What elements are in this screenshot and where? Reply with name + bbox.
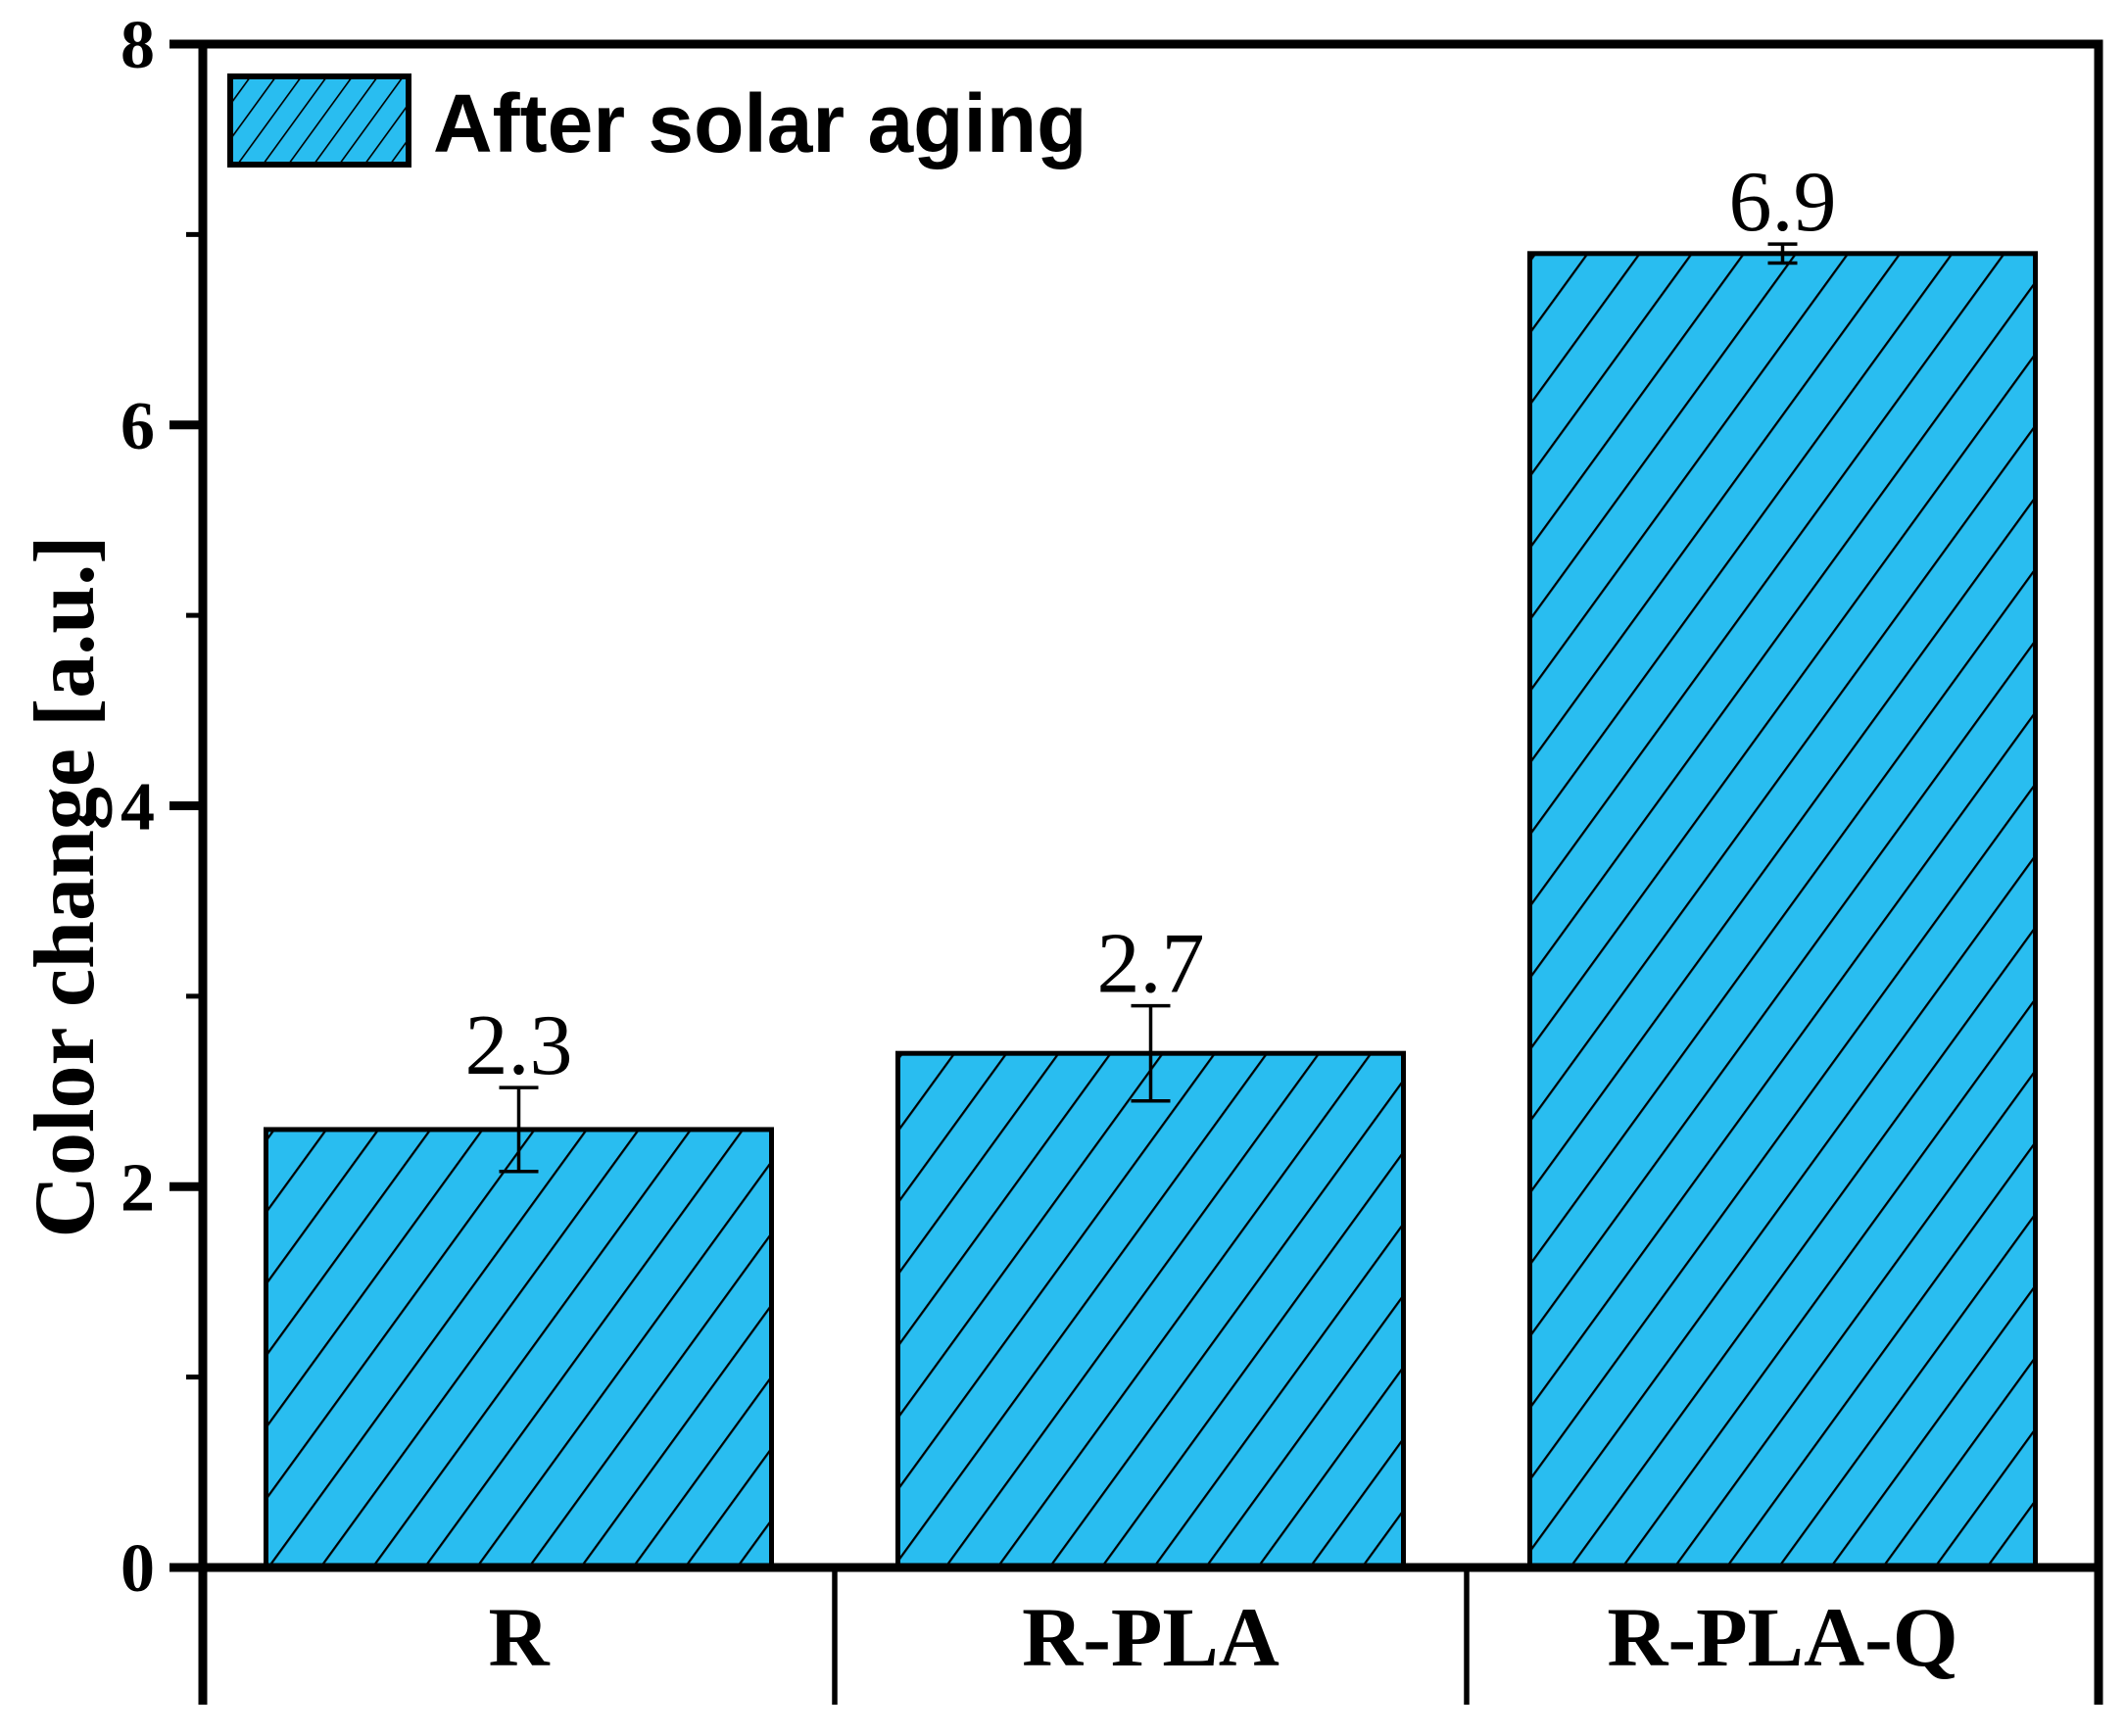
y-tick-label-8: 8 xyxy=(121,8,155,83)
x-category-label-R-PLA: R-PLA xyxy=(1022,1590,1280,1684)
bar-value-label-R-PLA-Q: 6.9 xyxy=(1729,155,1837,250)
x-axis-category-labels-group: R R-PLA R-PLA-Q xyxy=(488,1590,1957,1684)
plot-frame xyxy=(169,39,2103,1705)
bar-R-PLA xyxy=(895,1050,1406,1570)
x-category-label-R: R xyxy=(488,1590,550,1684)
y-tick-label-2: 2 xyxy=(121,1150,155,1226)
bar-value-label-R: 2.3 xyxy=(465,998,573,1093)
bars-group xyxy=(264,251,2038,1570)
y-axis-ticks-group xyxy=(169,39,203,1572)
legend-label: After solar aging xyxy=(433,77,1087,169)
bar-R-PLA-Q xyxy=(1527,251,2038,1570)
y-tick-label-0: 0 xyxy=(121,1531,155,1607)
legend: After solar aging xyxy=(227,73,1087,169)
bar-R xyxy=(264,1127,774,1570)
x-category-label-R-PLA-Q: R-PLA-Q xyxy=(1607,1590,1957,1684)
y-tick-label-6: 6 xyxy=(121,389,155,464)
bar-value-label-R-PLA: 2.7 xyxy=(1097,917,1205,1012)
y-tick-label-4: 4 xyxy=(121,770,155,845)
error-bars-group xyxy=(499,242,1798,1174)
bar-value-labels-group: 2.3 2.7 6.9 xyxy=(465,155,1837,1093)
legend-swatch-hatched xyxy=(227,73,411,168)
y-axis-title: Color change [a.u.] xyxy=(18,535,113,1237)
category-separators-group xyxy=(832,1567,1470,1705)
y-axis-tick-labels-group: 0 2 4 6 8 xyxy=(121,8,155,1607)
